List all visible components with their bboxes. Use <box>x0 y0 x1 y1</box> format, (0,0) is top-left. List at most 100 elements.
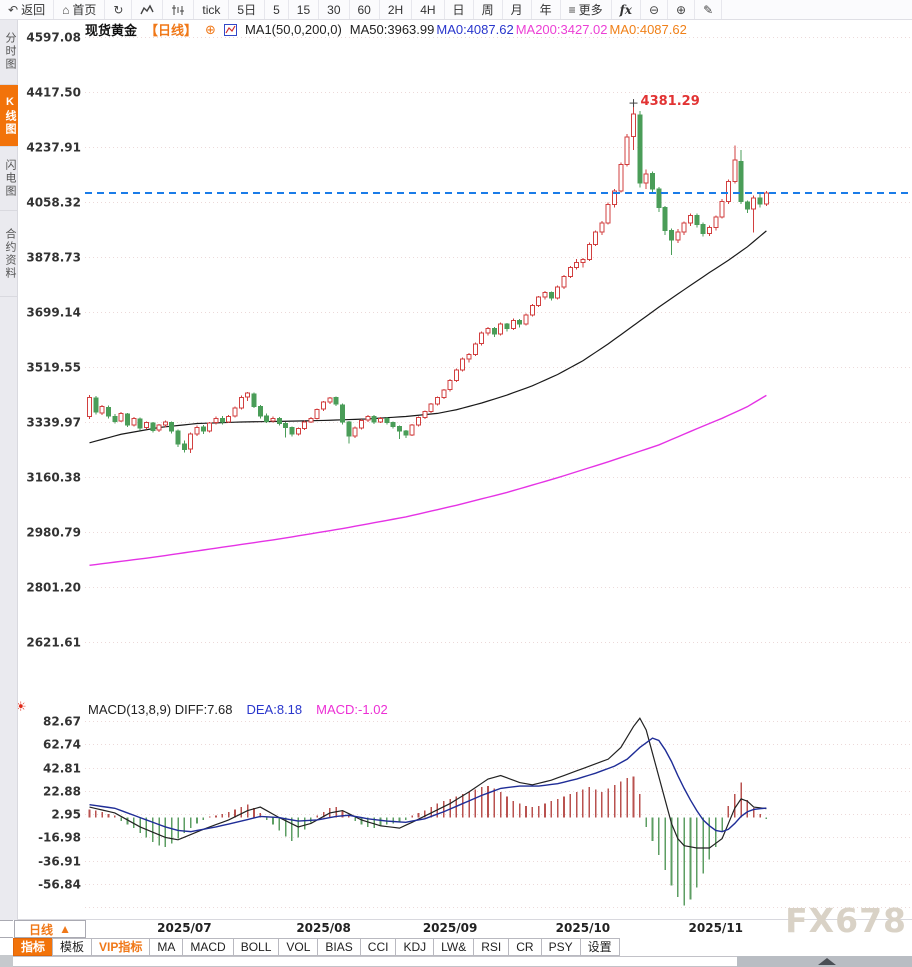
interval-15m-label: 15 <box>296 2 311 17</box>
macd-histogram <box>88 776 768 906</box>
toolbar-interval-30m-button[interactable]: 30 <box>319 0 350 19</box>
toolbar-interval-15m-button[interactable]: 15 <box>289 0 320 19</box>
toolbar-interval-4h-button[interactable]: 4H <box>412 0 445 19</box>
svg-text:-16.98: -16.98 <box>38 831 81 845</box>
indicator-tab-设置[interactable]: 设置 <box>579 938 620 956</box>
toolbar-home-button[interactable]: ⌂ 首页 <box>54 0 106 19</box>
toolbar-formula-button[interactable]: fx <box>612 0 641 19</box>
toolbar-chart-type-button[interactable] <box>132 0 164 19</box>
scrollbar-up-arrow-icon[interactable] <box>818 958 836 965</box>
period-selector[interactable]: 日线 ▲ <box>14 920 86 938</box>
period-label: 日线 <box>29 922 54 937</box>
macd-value-2: MACD:-1.02 <box>316 702 388 717</box>
toolbar-interval-tick-button[interactable]: tick <box>194 0 230 19</box>
zoom-in-icon: ⊕ <box>676 2 687 17</box>
chart-legend: 现货黄金 【日线】 ⊕ MA1(50,0,200,0) MA50:3963.99… <box>85 20 689 39</box>
svg-text:-56.84: -56.84 <box>38 878 81 892</box>
indicator-tab-CCI[interactable]: CCI <box>359 938 397 956</box>
toolbar-interval-year-button[interactable]: 年 <box>532 0 561 19</box>
indicator-tab-VIP指标[interactable]: VIP指标 <box>91 938 151 956</box>
sidebar-tab-active-K线图[interactable]: K线图 <box>0 85 18 147</box>
indicator-tab-BOLL[interactable]: BOLL <box>232 938 280 956</box>
svg-text:2025/10: 2025/10 <box>556 921 610 935</box>
indicator-tabs: 指标 模板 VIP指标 MA MACD BOLL VOL BIAS CCI KDJ LW& RSI CR… <box>13 938 620 956</box>
home-label: 首页 <box>72 3 97 17</box>
timeframe-label[interactable]: 【日线】 <box>145 23 198 38</box>
toolbar-more-button[interactable]: ≡ 更多 <box>561 0 612 19</box>
interval-week-label: 周 <box>481 3 494 17</box>
svg-text:2621.61: 2621.61 <box>26 636 81 650</box>
add-indicator-icon[interactable]: ⊕ <box>205 21 216 37</box>
home-icon: ⌂ <box>62 2 70 17</box>
svg-text:3339.97: 3339.97 <box>26 416 81 430</box>
interval-5d-label: 5日 <box>237 3 257 17</box>
macd-axis-labels: 82.67 62.74 42.81 22.88 2.95 -16.98 -36.91 -56.… <box>38 715 81 892</box>
interval-5m-label: 5 <box>273 2 280 17</box>
toolbar-interval-2h-button[interactable]: 2H <box>380 0 413 19</box>
svg-text:42.81: 42.81 <box>43 762 81 776</box>
sidebar-tab-分时图[interactable]: 分时图 <box>0 19 18 85</box>
toolbar-interval-month-button[interactable]: 月 <box>503 0 532 19</box>
toolbar-interval-60m-button[interactable]: 60 <box>350 0 380 19</box>
dea-line <box>89 737 767 833</box>
ma-params: MA1(50,0,200,0) <box>244 22 342 37</box>
ma-value-0: MA50:3963.99 <box>349 22 435 37</box>
ma-value-3: MA0:4087.62 <box>609 22 687 37</box>
toolbar-interval-5m-button[interactable]: 5 <box>265 0 289 19</box>
interval-day-label: 日 <box>452 3 465 17</box>
indicator-tab-MACD[interactable]: MACD <box>182 938 234 956</box>
indicator-settings-icon[interactable]: ☀ <box>15 699 27 714</box>
interval-60m-label: 60 <box>357 2 371 17</box>
indicator-tab-KDJ[interactable]: KDJ <box>395 938 435 956</box>
more-label: 更多 <box>578 3 603 17</box>
indicator-tab-CR[interactable]: CR <box>508 938 542 956</box>
macd-value-0: MACD(13,8,9) DIFF:7.68 <box>88 702 233 717</box>
toolbar-refresh-button[interactable]: ↻ <box>105 0 133 19</box>
indicator-tab-PSY[interactable]: PSY <box>540 938 581 956</box>
svg-text:2801.20: 2801.20 <box>26 581 81 595</box>
period-arrow-icon: ▲ <box>59 922 71 936</box>
chart-type-icon[interactable] <box>223 23 237 36</box>
zoom-out-icon: ⊖ <box>648 2 660 17</box>
svg-text:2025/09: 2025/09 <box>423 921 477 935</box>
interval-30m-label: 30 <box>327 2 341 17</box>
indicator-tab-指标[interactable]: 指标 <box>13 938 54 956</box>
watermark: FX678 <box>785 901 907 940</box>
toolbar-zoom-in-button[interactable]: ⊕ <box>668 0 696 19</box>
interval-4h-label: 4H <box>420 2 436 17</box>
macd-legend: MACD(13,8,9) DIFF:7.68 DEA:8.18 MACD:-1.02 <box>88 702 390 717</box>
svg-text:22.88: 22.88 <box>43 785 81 799</box>
interval-month-label: 月 <box>510 3 523 17</box>
top-toolbar: ↶ 返回 ⌂ 首页 ↻ tick 5日 5 15 30 60 2H 4H 日周月年 ≡ 更多 fx ⊖ ⊕ ✎ <box>0 0 912 20</box>
back-label: 返回 <box>21 3 46 17</box>
toolbar-interval-5d-button[interactable]: 5日 <box>229 0 266 19</box>
svg-text:3699.14: 3699.14 <box>26 306 81 320</box>
sidebar-tab-合约资料[interactable]: 合约资料 <box>0 211 18 297</box>
svg-text:62.74: 62.74 <box>43 738 81 752</box>
indicator-tab-模板[interactable]: 模板 <box>52 938 93 956</box>
indicator-tab-BIAS[interactable]: BIAS <box>317 938 361 956</box>
toolbar-candle-type-button[interactable] <box>163 0 195 19</box>
left-sidebar: 分时图 K线图 闪电图 合约资料 <box>0 19 18 920</box>
svg-text:3160.38: 3160.38 <box>26 471 81 485</box>
toolbar-zoom-out-button[interactable]: ⊖ <box>641 0 669 19</box>
toolbar-interval-day-button[interactable]: 日 <box>445 0 474 19</box>
svg-text:4417.50: 4417.50 <box>26 86 81 100</box>
indicator-tab-LW&[interactable]: LW& <box>433 938 475 956</box>
toolbar-back-button[interactable]: ↶ 返回 <box>0 0 55 19</box>
draw-icon: ✎ <box>703 2 714 17</box>
svg-text:4237.91: 4237.91 <box>26 141 81 155</box>
symbol-name: 现货黄金 <box>85 23 138 38</box>
sidebar-tab-闪电图[interactable]: 闪电图 <box>0 147 18 211</box>
toolbar-interval-week-button[interactable]: 周 <box>474 0 503 19</box>
indicator-tab-RSI[interactable]: RSI <box>473 938 510 956</box>
indicator-tab-MA[interactable]: MA <box>149 938 184 956</box>
refresh-icon: ↻ <box>113 2 124 17</box>
toolbar-draw-button[interactable]: ✎ <box>695 0 723 19</box>
indicator-tab-VOL[interactable]: VOL <box>278 938 319 956</box>
svg-text:4058.32: 4058.32 <box>26 196 81 210</box>
candles-layer <box>87 103 769 454</box>
ma200-line <box>89 394 767 567</box>
